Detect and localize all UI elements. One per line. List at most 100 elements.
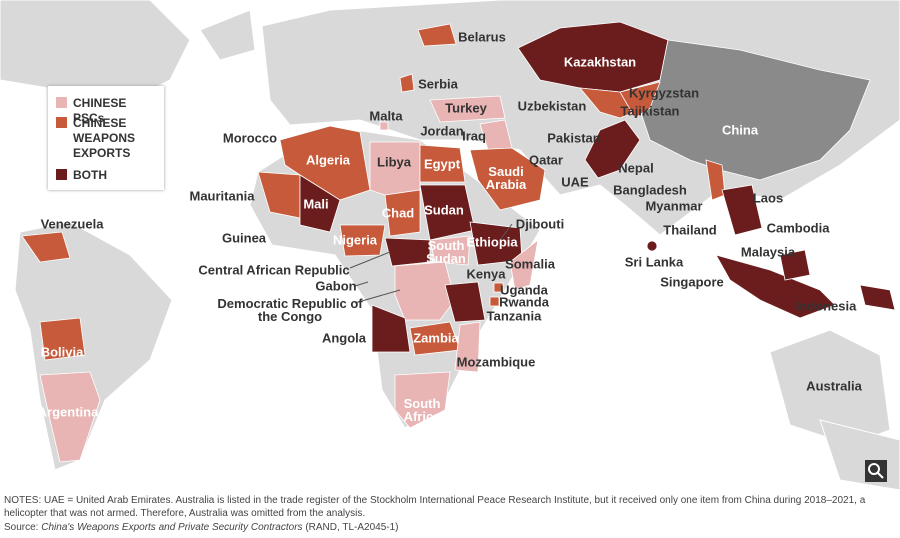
tanzania bbox=[444, 281, 486, 323]
indonesia bbox=[715, 254, 836, 319]
source-title: China's Weapons Exports and Private Secu… bbox=[41, 522, 303, 533]
legend-swatch bbox=[56, 117, 67, 128]
country-label: Algeria bbox=[305, 152, 351, 168]
country-label: Egypt bbox=[423, 156, 461, 172]
country-label: Uganda bbox=[500, 282, 548, 298]
venezuela bbox=[21, 231, 71, 263]
country-label: Venezuela bbox=[40, 216, 104, 232]
country-label: Bangladesh bbox=[613, 182, 687, 198]
legend-item: CHINESE PSCs bbox=[56, 96, 153, 126]
south-sudan bbox=[429, 235, 471, 266]
argentina bbox=[39, 371, 101, 463]
country-label: Central African Republic bbox=[198, 262, 350, 278]
country-label: Serbia bbox=[418, 76, 458, 92]
country-label: Thailand bbox=[663, 222, 717, 238]
chad bbox=[384, 189, 421, 237]
country-label: Ethiopia bbox=[466, 234, 518, 250]
malta bbox=[379, 121, 389, 131]
source-prefix: Source: bbox=[4, 522, 42, 533]
country-label: Saudi Arabia bbox=[485, 164, 527, 192]
country-label: Zambia bbox=[413, 330, 459, 346]
country-label: Iraq bbox=[462, 128, 486, 144]
country-label: Belarus bbox=[458, 29, 506, 45]
turkey bbox=[429, 95, 506, 123]
legend-label: BOTH bbox=[73, 168, 107, 182]
indochina bbox=[721, 184, 763, 236]
drc bbox=[394, 261, 456, 321]
country-label: Singapore bbox=[660, 274, 724, 290]
country-label: Myanmar bbox=[645, 198, 703, 214]
kyrgyz-tajik bbox=[619, 81, 661, 119]
country-label: Djibouti bbox=[515, 216, 565, 232]
mali bbox=[299, 174, 341, 233]
country-label: China bbox=[721, 122, 759, 138]
countries bbox=[21, 21, 896, 463]
country-label: Gabon bbox=[315, 278, 357, 294]
borneo bbox=[779, 249, 811, 281]
angola bbox=[371, 304, 411, 353]
country-label: Chad bbox=[381, 205, 415, 221]
country-label: Qatar bbox=[529, 152, 563, 168]
egypt bbox=[419, 144, 466, 183]
world-map bbox=[0, 0, 900, 490]
country-label: Democratic Republic of the Congo bbox=[217, 296, 363, 324]
country-label: South Africa bbox=[403, 396, 441, 424]
country-label: Laos bbox=[752, 190, 784, 206]
country-label: Malta bbox=[369, 108, 403, 124]
country-label: Bolivia bbox=[40, 344, 84, 360]
country-label: Kyrgyzstan bbox=[628, 85, 700, 101]
legend-item: CHINESE WEAPONS EXPORTS bbox=[56, 116, 153, 161]
country-label: Malaysia bbox=[740, 244, 796, 260]
country-label: Mauritania bbox=[189, 188, 255, 204]
country-label: Jordan bbox=[420, 123, 464, 139]
legend-item: BOTH bbox=[56, 168, 153, 183]
legend-label: CHINESE PSCs bbox=[73, 96, 127, 125]
country-label: Angola bbox=[321, 330, 367, 346]
country-label: Tanzania bbox=[486, 308, 542, 324]
sri-lanka bbox=[646, 240, 658, 252]
country-label: Cambodia bbox=[766, 220, 830, 236]
bolivia bbox=[39, 317, 86, 361]
source: Source: China's Weapons Exports and Priv… bbox=[4, 522, 399, 533]
country-label: Turkey bbox=[445, 100, 487, 116]
legend-swatch bbox=[56, 97, 67, 108]
mozambique bbox=[454, 321, 481, 373]
rwanda bbox=[489, 296, 500, 307]
country-label: Tajikistan bbox=[620, 103, 680, 119]
country-label: Morocco bbox=[222, 130, 278, 146]
country-label: Australia bbox=[806, 378, 862, 394]
country-label: Indonesia bbox=[795, 298, 857, 314]
pakistan bbox=[584, 119, 641, 179]
algeria bbox=[279, 125, 371, 201]
country-label: Argentina bbox=[37, 404, 99, 420]
papua bbox=[859, 284, 896, 311]
uzbekistan bbox=[579, 87, 641, 119]
country-label: Nigeria bbox=[332, 232, 378, 248]
country-label: Pakistan bbox=[547, 130, 601, 146]
country-label: Sri Lanka bbox=[624, 254, 684, 270]
legend-label: CHINESE WEAPONS EXPORTS bbox=[73, 116, 136, 160]
country-label: South Sudan bbox=[426, 238, 466, 266]
serbia bbox=[399, 73, 415, 93]
uganda bbox=[493, 282, 504, 293]
country-label: Rwanda bbox=[499, 294, 549, 310]
country-label: Mozambique bbox=[456, 354, 536, 370]
legend-swatch bbox=[56, 169, 67, 180]
saudi-arabia bbox=[469, 147, 546, 211]
somalia bbox=[509, 239, 539, 291]
notes: NOTES: UAE = United Arab Emirates. Austr… bbox=[4, 495, 866, 519]
legend: CHINESE PSCs CHINESE WEAPONS EXPORTS BOTH bbox=[48, 86, 164, 190]
country-label: Kazakhstan bbox=[563, 54, 637, 70]
country-label: UAE bbox=[561, 174, 589, 190]
belarus bbox=[417, 23, 457, 47]
zoom-button[interactable] bbox=[865, 460, 887, 482]
source-suffix: (RAND, TL-A2045-1) bbox=[302, 522, 399, 533]
country-label: Guinea bbox=[221, 230, 267, 246]
country-label: Libya bbox=[377, 154, 411, 170]
country-label: Kenya bbox=[466, 266, 506, 282]
country-label: Somalia bbox=[505, 256, 555, 272]
country-label: Mali bbox=[303, 196, 329, 212]
leader-lines bbox=[349, 223, 513, 304]
car bbox=[384, 237, 431, 267]
